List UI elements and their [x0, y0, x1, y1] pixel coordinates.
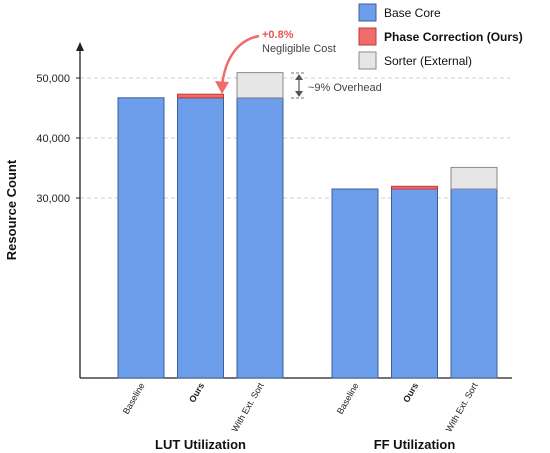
bar-segment-base-core — [450, 188, 498, 379]
bar-segment-base-core — [177, 97, 224, 379]
legend: Base Core Phase Correction (Ours) Sorter (… — [358, 3, 523, 70]
bar-segment-sorter — [236, 72, 284, 99]
x-tick-label: With Ext. Sort — [230, 381, 266, 434]
bar-segment-sorter — [450, 166, 498, 190]
bar-segment-phase-correction — [391, 185, 438, 190]
bar-segment-phase-correction — [177, 93, 224, 99]
bar-segment-base-core — [236, 97, 284, 379]
legend-label: Sorter (External) — [384, 54, 472, 68]
bar-segment-base-core — [391, 188, 438, 379]
x-tick-label: Baseline — [335, 381, 361, 416]
x-tick-label: Ours — [187, 381, 206, 404]
x-tick-labels: Baseline Ours With Ext. Sort Baseline Ours Wi… — [121, 381, 480, 434]
group-title: FF Utilization — [374, 437, 456, 452]
y-axis-label: Resource Count — [4, 159, 19, 260]
overhead-arrow-up — [295, 74, 303, 80]
x-tick-label: Ours — [401, 381, 420, 404]
legend-label: Phase Correction (Ours) — [384, 30, 523, 44]
cost-label-annotation: Negligible Cost — [262, 43, 336, 55]
legend-swatch — [358, 27, 377, 46]
x-tick-label: Baseline — [121, 381, 147, 416]
annotations: +0.8% Negligible Cost ~9% Overhead — [215, 29, 382, 99]
y-axis-arrow — [76, 42, 84, 51]
bar-segment-base-core — [331, 188, 379, 379]
y-tick-label: 30,000 — [36, 193, 70, 205]
y-tick-labels: 30,000 40,000 50,000 — [36, 73, 80, 205]
group-titles: LUT Utilization FF Utilization — [155, 437, 455, 452]
legend-swatch — [358, 3, 377, 22]
y-tick-label: 50,000 — [36, 73, 70, 85]
group-title: LUT Utilization — [155, 437, 246, 452]
cost-arrow-head — [215, 81, 229, 94]
x-tick-label: With Ext. Sort — [444, 381, 480, 434]
cost-arrow — [220, 34, 260, 87]
cost-value-annotation: +0.8% — [262, 29, 294, 41]
overhead-label-annotation: ~9% Overhead — [308, 82, 382, 94]
bars — [117, 72, 498, 379]
overhead-arrow-down — [295, 91, 303, 97]
y-tick-label: 40,000 — [36, 133, 70, 145]
bar-segment-base-core — [117, 97, 165, 379]
legend-label: Base Core — [384, 6, 441, 20]
legend-swatch — [358, 51, 377, 70]
